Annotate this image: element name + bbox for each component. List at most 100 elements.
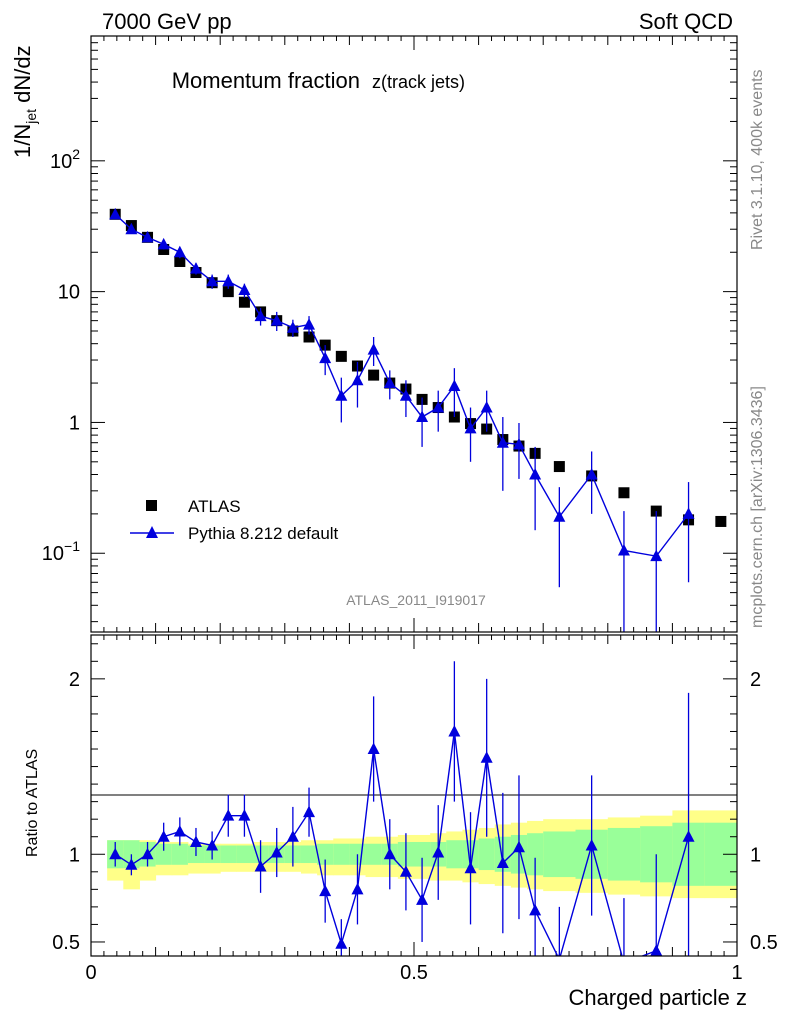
ratio-data-point	[585, 838, 598, 851]
pythia-data-point	[496, 436, 509, 448]
ratio-y-tick-label-right: 2	[750, 669, 761, 691]
main-ticks: 10−1 1 10 102	[42, 35, 738, 632]
ratio-data-point	[650, 944, 663, 956]
x-tick-label: 1	[731, 962, 742, 984]
x-tick-label: 0	[85, 962, 96, 984]
main-y-label: 1/Njet dN/dz	[10, 45, 39, 158]
pythia-data-point	[286, 321, 299, 333]
ratio-data-point	[480, 751, 493, 763]
ratio-y-label: Ratio to ATLAS	[24, 749, 41, 857]
ratio-stat-band	[236, 845, 253, 864]
ratio-stat-band	[478, 838, 496, 871]
pythia-data-point	[173, 245, 186, 258]
ratio-data-point	[125, 858, 138, 870]
ratio-data-point	[448, 724, 461, 737]
pythia-data-point	[480, 401, 493, 413]
analysis-label: ATLAS_2011_I919017	[346, 592, 486, 608]
ratio-ticks: 0.5 0.51 12 20 0.5 1	[52, 635, 778, 984]
pythia-data-point	[206, 274, 219, 287]
main-title-suffix: z(track jets)	[372, 72, 465, 92]
pythia-data-point	[157, 237, 170, 250]
pythia-data-point	[448, 379, 461, 391]
atlas-data-point	[368, 369, 380, 381]
ratio-data-point	[529, 903, 542, 916]
main-y-tick-label: 10−1	[42, 538, 80, 565]
pythia-data-point	[464, 421, 477, 434]
pythia-data-point	[335, 389, 348, 401]
legend-atlas-label: ATLAS	[188, 497, 241, 516]
ratio-y-tick-label: 1	[69, 844, 80, 866]
ratio-y-tick-label-right: 1	[750, 844, 761, 866]
ratio-data-point	[557, 953, 561, 956]
ratio-series	[109, 661, 695, 969]
atlas-data-point	[222, 286, 234, 298]
ratio-data-point	[351, 882, 364, 895]
mcplots-label: mcplots.cern.ch [arXiv:1306.3436]	[749, 386, 766, 628]
atlas-data-point	[174, 255, 186, 267]
pythia-data-point	[553, 510, 566, 522]
ratio-panel: 0.5 0.51 12 20 0.5 1 Ratio to ATLAS Charged p…	[24, 634, 778, 1010]
pythia-data-point	[617, 543, 630, 556]
pythia-data-point	[125, 222, 138, 235]
ratio-data-point	[682, 830, 695, 842]
ratio-stat-band	[333, 843, 350, 865]
ratio-data-point	[335, 937, 348, 949]
main-series	[109, 207, 727, 632]
pythia-data-point	[432, 401, 445, 413]
ratio-data-point	[464, 861, 477, 874]
ratio-stat-band	[543, 831, 576, 878]
process-label: Soft QCD	[639, 9, 733, 34]
legend: ATLAS Pythia 8.212 default	[130, 497, 339, 543]
pythia-data-point	[585, 467, 598, 480]
ratio-frame	[90, 634, 738, 957]
legend-atlas-marker	[146, 500, 157, 511]
ratio-data-point	[109, 847, 122, 860]
atlas-data-point	[553, 461, 565, 473]
ratio-data-point	[319, 884, 332, 897]
atlas-data-point	[238, 296, 250, 308]
ratio-stat-band	[607, 827, 641, 881]
ratio-data-point	[618, 957, 630, 969]
ratio-data-point	[367, 742, 380, 755]
legend-pythia-marker	[146, 526, 158, 538]
pythia-data-point	[529, 467, 542, 480]
pythia-data-point	[270, 314, 283, 326]
pythia-data-point	[189, 262, 202, 274]
atlas-data-point	[335, 350, 347, 362]
ratio-data-point	[416, 893, 429, 905]
pythia-data-point	[238, 283, 251, 295]
ratio-data-point	[206, 838, 219, 851]
ratio-data-point	[512, 840, 525, 853]
ratio-y-tick-label: 2	[69, 669, 80, 691]
ratio-stat-band	[527, 833, 544, 876]
ratio-stat-band	[365, 843, 383, 865]
pythia-data-point	[319, 351, 332, 364]
pythia-data-point	[109, 207, 122, 220]
ratio-data-point	[383, 847, 396, 860]
atlas-data-point	[303, 331, 315, 343]
ratio-stat-band	[317, 843, 334, 865]
pythia-data-point	[399, 389, 412, 401]
ratio-data-point	[222, 809, 235, 821]
legend-pythia-label: Pythia 8.212 default	[188, 524, 339, 543]
pythia-data-point	[222, 274, 235, 287]
ratio-data-point	[141, 847, 154, 860]
ratio-data-point	[496, 856, 509, 869]
ratio-stat-band	[414, 841, 431, 867]
pythia-data-point	[383, 376, 396, 389]
pythia-data-point	[303, 318, 316, 330]
ratio-data-point	[286, 830, 299, 842]
ratio-data-point	[399, 865, 412, 877]
pythia-data-point	[650, 549, 663, 562]
ratio-stat-band	[155, 843, 173, 865]
ratio-data-point	[432, 846, 445, 858]
ratio-stat-band	[300, 845, 318, 864]
pythia-data-point	[254, 309, 267, 322]
ratio-y-tick-label: 0.5	[52, 932, 80, 954]
pythia-data-point	[416, 410, 429, 423]
pythia-data-point	[512, 437, 525, 450]
main-title: Momentum fraction	[172, 68, 360, 93]
pythia-data-point	[141, 230, 154, 243]
atlas-data-point	[618, 487, 630, 499]
